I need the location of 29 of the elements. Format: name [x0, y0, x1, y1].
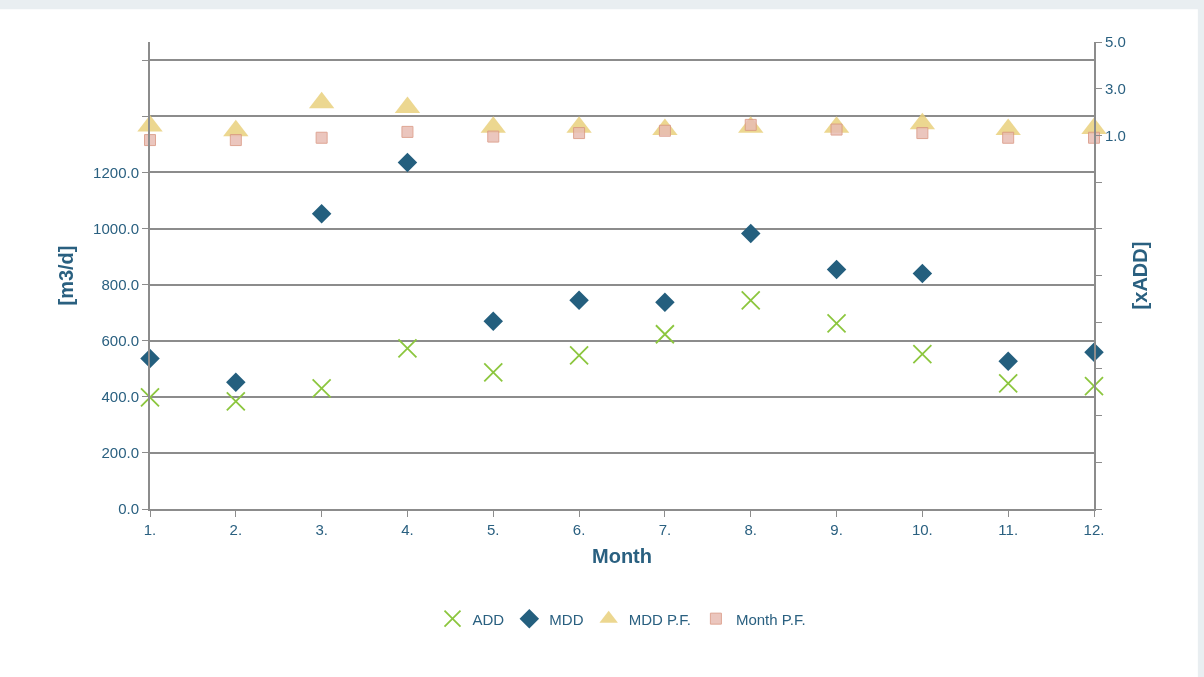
legend-label: MDD	[549, 610, 584, 628]
y2-tick-label: 5.0	[1105, 33, 1126, 51]
x-tick-label: 2.	[229, 521, 243, 538]
x-axis-title: Month	[592, 545, 652, 567]
x-tick-label: 5.	[487, 521, 500, 538]
x-tick-label: 12.	[1083, 521, 1105, 538]
x-tick-label: 8.	[744, 521, 757, 538]
y-tick-label: 200.0	[101, 444, 139, 462]
y-tick-label: 800.0	[101, 275, 139, 293]
legend-label: Month P.F.	[735, 610, 806, 628]
y-axis-title: [m3/d]	[55, 245, 78, 306]
legend-label: MDD P.F.	[628, 610, 691, 628]
x-tick-label: 10.	[911, 521, 933, 538]
x-tick-label: 4.	[401, 521, 414, 538]
y-tick-label: 600.0	[101, 331, 139, 349]
x-tick-label: 1.	[143, 521, 157, 538]
x-tick-label: 6.	[572, 521, 586, 538]
y-tick-label: 400.0	[101, 388, 139, 406]
y2-tick-label: 1.0	[1105, 126, 1126, 144]
legend-label: ADD	[472, 610, 505, 628]
x-tick-label: 7.	[658, 521, 672, 538]
x-tick-label: 3.	[315, 521, 328, 538]
y-tick-label: 0.0	[118, 500, 139, 518]
x-tick-label: 11.	[998, 521, 1019, 538]
y-tick-label: 1200.0	[93, 163, 139, 181]
y2-axis-title: [xADD]	[1128, 241, 1151, 310]
y-tick-label: 1000.0	[93, 219, 139, 237]
y2-tick-label: 3.0	[1105, 79, 1126, 97]
x-tick-label: 9.	[830, 521, 843, 538]
